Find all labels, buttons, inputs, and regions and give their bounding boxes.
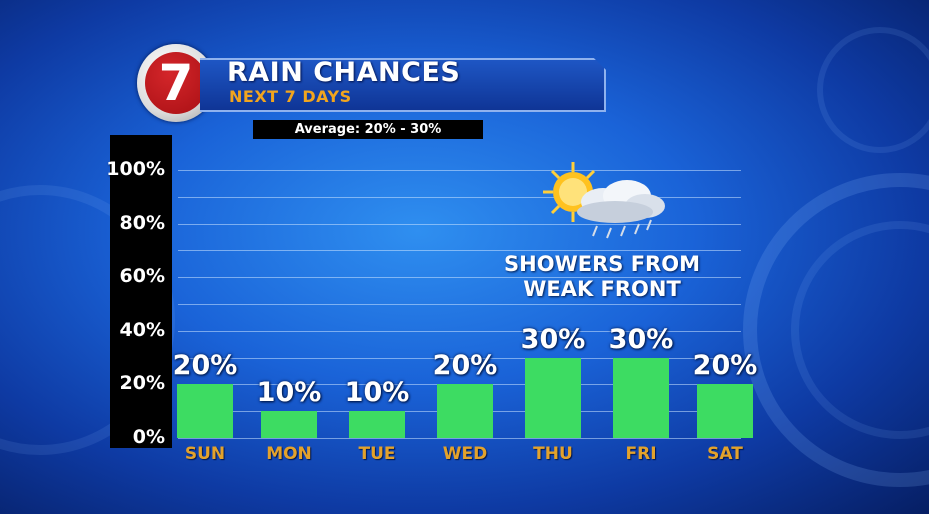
- bar-value-label: 30%: [520, 324, 586, 355]
- station-logo: 7: [137, 44, 215, 122]
- sun-cloud-rain-icon: [543, 162, 665, 239]
- forecast-annotation: SHOWERS FROM WEAK FRONT: [468, 252, 736, 302]
- annotation-line-1: SHOWERS FROM: [504, 252, 700, 276]
- y-tick-label: 40%: [119, 319, 165, 341]
- bar-sun: [177, 384, 233, 438]
- y-tick-label: 100%: [106, 158, 165, 180]
- bar-value-label: 20%: [172, 350, 238, 381]
- grid-line: [178, 277, 741, 278]
- category-label: SUN: [184, 444, 226, 464]
- average-note: Average: 20% - 30%: [253, 120, 483, 139]
- grid-line: [178, 170, 741, 171]
- y-tick-label: 20%: [119, 372, 165, 394]
- bar-thu: [525, 358, 581, 438]
- category-label: THU: [533, 444, 573, 464]
- category-label: FRI: [625, 444, 657, 464]
- bar-value-label: 20%: [432, 350, 498, 381]
- grid-line: [178, 224, 741, 225]
- y-axis-panel: [110, 135, 172, 448]
- grid-line: [178, 331, 741, 332]
- bar-value-label: 10%: [344, 377, 410, 408]
- bar-value-label: 10%: [256, 377, 322, 408]
- bar-mon: [261, 411, 317, 438]
- bar-wed: [437, 384, 493, 438]
- grid-line: [178, 358, 741, 359]
- bar-tue: [349, 411, 405, 438]
- y-tick-label: 60%: [119, 265, 165, 287]
- y-tick-label: 80%: [119, 212, 165, 234]
- chart-title: RAIN CHANCES: [227, 57, 461, 88]
- category-label: WED: [442, 444, 488, 464]
- category-label: SAT: [707, 444, 743, 464]
- bar-value-label: 30%: [608, 324, 674, 355]
- bar-fri: [613, 358, 669, 438]
- annotation-line-2: WEAK FRONT: [523, 277, 681, 301]
- grid-line: [178, 250, 741, 251]
- grid-line: [178, 438, 741, 439]
- category-label: TUE: [358, 444, 396, 464]
- title-banner: [200, 58, 606, 112]
- category-label: MON: [266, 444, 312, 464]
- bar-sat: [697, 384, 753, 438]
- grid-line: [178, 197, 741, 198]
- y-tick-label: 0%: [132, 426, 165, 448]
- bar-value-label: 20%: [692, 350, 758, 381]
- grid-line: [178, 304, 741, 305]
- chart-subtitle: NEXT 7 DAYS: [229, 87, 352, 106]
- logo-number: 7: [158, 54, 194, 112]
